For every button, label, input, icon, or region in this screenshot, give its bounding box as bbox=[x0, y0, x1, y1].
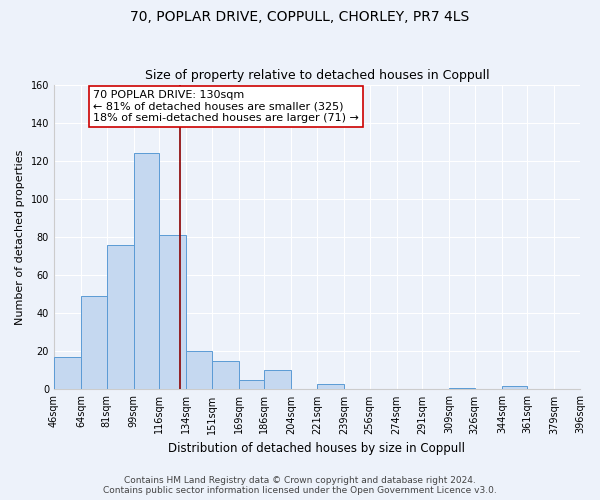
Bar bbox=[317, 384, 344, 390]
Bar bbox=[54, 357, 81, 390]
Bar bbox=[134, 153, 159, 390]
Text: Contains HM Land Registry data © Crown copyright and database right 2024.
Contai: Contains HM Land Registry data © Crown c… bbox=[103, 476, 497, 495]
Bar bbox=[81, 296, 107, 390]
Bar bbox=[186, 352, 212, 390]
Bar bbox=[107, 244, 134, 390]
Bar bbox=[265, 370, 292, 390]
Bar bbox=[159, 235, 186, 390]
Bar bbox=[449, 388, 475, 390]
Bar bbox=[502, 386, 527, 390]
Bar bbox=[212, 361, 239, 390]
X-axis label: Distribution of detached houses by size in Coppull: Distribution of detached houses by size … bbox=[169, 442, 466, 455]
Title: Size of property relative to detached houses in Coppull: Size of property relative to detached ho… bbox=[145, 69, 489, 82]
Text: 70, POPLAR DRIVE, COPPULL, CHORLEY, PR7 4LS: 70, POPLAR DRIVE, COPPULL, CHORLEY, PR7 … bbox=[130, 10, 470, 24]
Y-axis label: Number of detached properties: Number of detached properties bbox=[15, 150, 25, 324]
Text: 70 POPLAR DRIVE: 130sqm
← 81% of detached houses are smaller (325)
18% of semi-d: 70 POPLAR DRIVE: 130sqm ← 81% of detache… bbox=[93, 90, 359, 124]
Bar bbox=[239, 380, 265, 390]
